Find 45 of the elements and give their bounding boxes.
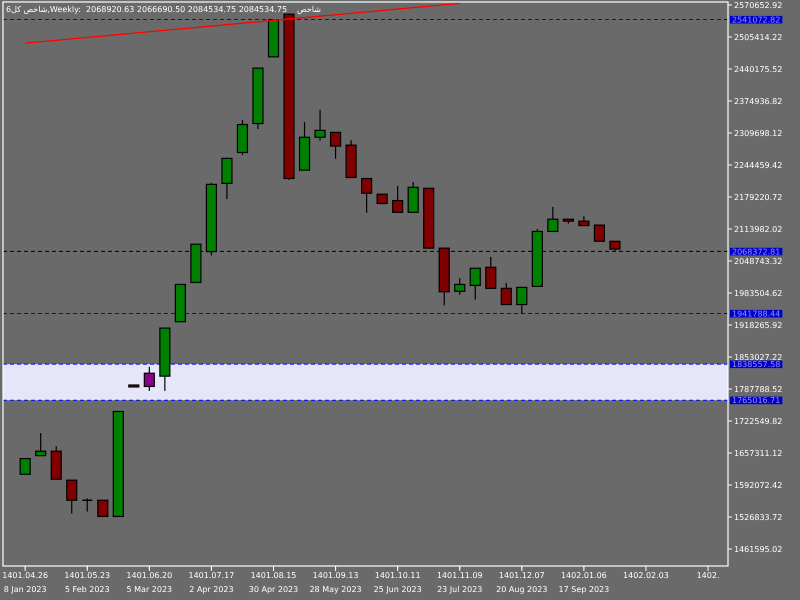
x2-tick-label: 1401.06.20 [126, 571, 172, 580]
y-tick-label: 2244459.42 [734, 161, 782, 170]
x-tick-label: 17 Sep 2023 [558, 585, 610, 594]
y-tick-label: 1657311.12 [734, 449, 782, 458]
x2-tick-label: 1402. [696, 571, 720, 580]
y-tick-label: 1853027.22 [734, 353, 782, 362]
x-tick-label: 20 Aug 2023 [496, 585, 548, 594]
x2-tick-label: 1402.02.03 [623, 571, 669, 580]
x2-tick-label: 1401.07.17 [188, 571, 234, 580]
y-tick-label: 1722549.82 [734, 417, 782, 426]
y-tick-label: 2179220.72 [734, 193, 782, 202]
x2-tick-label: 1401.12.07 [498, 571, 545, 580]
y-tick-label: 2505414.22 [734, 33, 782, 42]
y-tick-label: 2113982.02 [734, 225, 782, 234]
y-tick-label: 1461595.02 [734, 545, 782, 554]
x-tick-label: 5 Mar 2023 [126, 585, 172, 594]
x-tick-label: 30 Apr 2023 [248, 585, 298, 594]
x2-tick-label: 1402.01.06 [560, 571, 607, 580]
x-tick-label: 23 Jul 2023 [437, 585, 482, 594]
chart-title: شاخص کل6 [6, 5, 48, 14]
x-tick-label: 25 Jun 2023 [374, 585, 422, 594]
x2-tick-label: 1401.04.26 [2, 571, 48, 580]
y-tick-label: 1592072.42 [734, 481, 782, 490]
x-tick-label: 2 Apr 2023 [189, 585, 234, 594]
ref-line-label: 1765016.71 [730, 396, 782, 406]
y-tick-label: 1918265.92 [734, 321, 782, 330]
y-tick-label: 2440175.52 [734, 65, 782, 74]
x2-tick-label: 1401.10.11 [374, 571, 421, 580]
y-tick-label: 1526833.72 [734, 513, 782, 522]
x-tick-label: 8 Jan 2023 [4, 585, 47, 594]
x-tick-label: 5 Feb 2023 [64, 585, 110, 594]
x-tick-label: 28 May 2023 [309, 585, 362, 594]
y-tick-label: 2374936.82 [734, 97, 782, 106]
y-tick-label: 2048743.32 [734, 257, 782, 266]
x2-tick-label: 1401.11.09 [436, 571, 483, 580]
x2-tick-label: 1401.08.15 [250, 571, 296, 580]
annotation: شاخص [297, 5, 322, 14]
y-tick-label: 2309698.12 [734, 129, 782, 138]
y-tick-label: 1983504.62 [734, 289, 782, 298]
x2-tick-label: 1401.09.13 [312, 571, 358, 580]
y-tick-label: 1787788.52 [734, 385, 782, 394]
y-tick-label: 2570652.92 [734, 1, 782, 10]
ref-line-label: 1838557.58 [730, 360, 782, 370]
x2-tick-label: 1401.05.23 [64, 571, 110, 580]
chart-subtitle: ,Weekly: 2068920.63 2066690.50 2084534.75 2084534.75 [47, 5, 288, 14]
